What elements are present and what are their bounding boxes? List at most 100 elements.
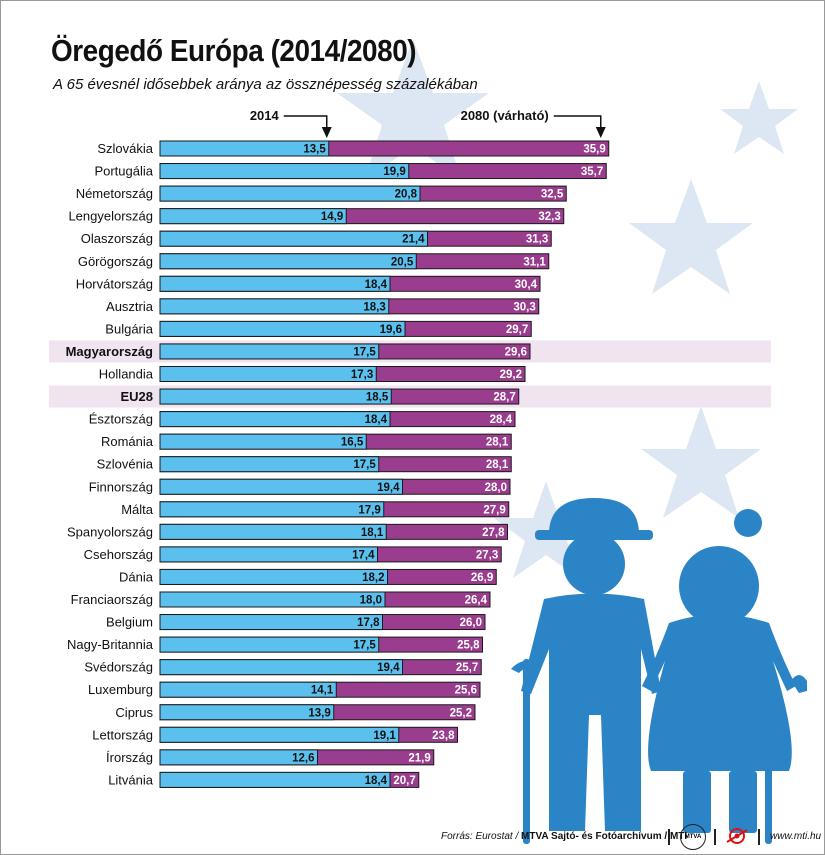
category-label: Svédország xyxy=(84,660,153,675)
value-label-2014: 20,5 xyxy=(391,256,414,268)
value-label-2014: 18,1 xyxy=(361,527,384,539)
category-label: Belgium xyxy=(106,615,153,630)
star-icon xyxy=(641,406,761,518)
value-label-2014: 16,5 xyxy=(341,437,364,449)
value-label-2080: 28,0 xyxy=(485,482,507,494)
mtva-logo-icon: MTVA xyxy=(680,824,706,850)
value-label-2014: 18,2 xyxy=(362,572,384,584)
bar-2014 xyxy=(159,568,388,585)
category-label: Litvánia xyxy=(108,772,154,787)
value-label-2014: 18,3 xyxy=(363,301,385,313)
value-label-2080: 20,7 xyxy=(393,775,415,787)
value-label-2080: 21,9 xyxy=(408,752,430,764)
category-label: Dánia xyxy=(119,569,154,584)
value-label-2080: 28,4 xyxy=(490,414,513,426)
bar-2014 xyxy=(159,771,391,788)
category-label: Szlovákia xyxy=(97,141,153,156)
value-label-2014: 18,4 xyxy=(365,775,388,787)
value-label-2014: 17,9 xyxy=(358,504,380,516)
category-label: Ausztria xyxy=(106,299,154,314)
value-label-2080: 27,3 xyxy=(476,549,498,561)
value-label-2080: 25,2 xyxy=(450,707,472,719)
value-label-2014: 17,4 xyxy=(352,549,375,561)
value-label-2080: 26,4 xyxy=(465,595,488,607)
category-label: Spanyolország xyxy=(67,524,153,539)
category-label: Lengyelország xyxy=(68,209,153,224)
value-label-2080: 31,1 xyxy=(523,256,546,268)
category-label: Olaszország xyxy=(81,231,153,246)
bar-2014 xyxy=(159,501,385,518)
bar-2014 xyxy=(159,636,380,653)
value-label-2080: 23,8 xyxy=(432,730,455,742)
value-label-2080: 28,1 xyxy=(486,459,509,471)
category-label: Nagy-Britannia xyxy=(67,637,154,652)
value-label-2014: 20,8 xyxy=(395,189,418,201)
category-label: Románia xyxy=(101,434,154,449)
star-icon xyxy=(629,179,753,294)
bar-2014 xyxy=(159,591,386,608)
value-label-2014: 17,5 xyxy=(353,640,376,652)
elderly-man-icon xyxy=(511,498,661,844)
value-label-2080: 28,7 xyxy=(493,392,515,404)
category-label: EU28 xyxy=(120,389,153,404)
bar-2014 xyxy=(159,366,377,382)
star-icon xyxy=(337,39,489,179)
bar-2014 xyxy=(159,546,378,563)
footer-source: Forrás: Eurostat / MTVA Sajtó- és Fotóar… xyxy=(441,831,687,842)
bar-2014 xyxy=(159,704,335,721)
value-label-2014: 17,8 xyxy=(357,617,380,629)
value-label-2014: 13,9 xyxy=(308,707,330,719)
bar-2014 xyxy=(159,478,403,495)
elderly-woman-icon xyxy=(642,509,807,844)
value-label-2080: 26,9 xyxy=(471,572,493,584)
bar-2014 xyxy=(159,185,421,202)
category-label: Magyarország xyxy=(66,344,153,359)
value-label-2080: 32,5 xyxy=(541,189,564,201)
value-label-2080: 30,3 xyxy=(513,301,535,313)
value-label-2080: 29,7 xyxy=(506,324,528,336)
bar-2014 xyxy=(159,523,387,540)
value-label-2080: 27,9 xyxy=(483,504,505,516)
bar-2014 xyxy=(159,411,391,428)
footer-divider xyxy=(668,829,670,845)
category-label: Portugália xyxy=(94,164,153,179)
bar-2014 xyxy=(159,320,406,337)
category-label: Csehország xyxy=(84,547,153,562)
value-label-2014: 18,5 xyxy=(366,392,389,404)
bar-2014 xyxy=(159,230,428,247)
value-label-2014: 13,5 xyxy=(303,144,326,156)
value-label-2080: 28,1 xyxy=(486,437,509,449)
value-label-2080: 26,0 xyxy=(460,617,482,629)
value-label-2014: 19,1 xyxy=(373,730,396,742)
value-label-2080: 35,9 xyxy=(583,144,605,156)
value-label-2080: 29,6 xyxy=(505,346,527,358)
category-label: Finnország xyxy=(89,479,153,494)
value-label-2014: 12,6 xyxy=(292,752,314,764)
bar-2014 xyxy=(159,749,318,766)
page-title: Öregedő Európa (2014/2080) xyxy=(51,33,417,68)
bar-2014 xyxy=(159,275,391,292)
bar-2014 xyxy=(159,298,390,315)
bar-2014 xyxy=(159,343,380,360)
category-label: Ciprus xyxy=(115,705,153,720)
value-label-2014: 19,4 xyxy=(377,662,400,674)
bar-2014 xyxy=(159,253,417,270)
value-label-2080: 32,3 xyxy=(538,211,560,223)
bar-2014 xyxy=(159,140,330,157)
category-label: Írország xyxy=(106,750,153,765)
website-link[interactable]: www.mti.hu xyxy=(770,831,822,842)
footer-divider xyxy=(758,829,760,845)
value-label-2080: 25,7 xyxy=(456,662,478,674)
value-label-2080: 27,8 xyxy=(482,527,505,539)
value-label-2080: 25,6 xyxy=(455,685,477,697)
legend-2080: 2080 (várható) xyxy=(461,108,549,123)
category-label: Horvátország xyxy=(76,276,153,291)
bar-2014 xyxy=(159,659,403,676)
bar-2014 xyxy=(159,388,392,405)
value-label-2080: 30,4 xyxy=(515,279,538,291)
value-label-2014: 19,6 xyxy=(380,324,402,336)
